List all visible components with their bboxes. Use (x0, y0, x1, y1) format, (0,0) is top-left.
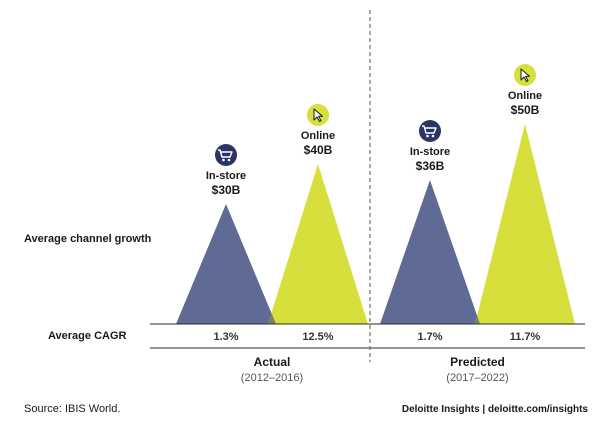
value-label-actual-in-store: $30B (212, 183, 241, 197)
channel-name-predicted-in-store: In-store (410, 146, 450, 158)
period-name-predicted: Predicted (450, 355, 505, 369)
cagr-value-actual-online: 12.5% (302, 331, 333, 343)
triangle-predicted-online (475, 124, 575, 324)
value-label-predicted-in-store: $36B (416, 159, 445, 173)
cursor-pointer-icon (307, 104, 329, 126)
overlap-actual (268, 313, 276, 324)
triangle-predicted-in-store (380, 180, 480, 324)
channel-name-predicted-online: Online (508, 90, 542, 102)
value-label-actual-online: $40B (304, 143, 333, 157)
overlap-predicted (475, 315, 480, 324)
channel-name-actual-online: Online (301, 130, 335, 142)
period-range-predicted: (2017–2022) (446, 372, 508, 384)
shopping-cart-icon (419, 120, 441, 142)
cagr-value-predicted-online: 11.7% (510, 331, 541, 343)
period-range-actual: (2012–2016) (241, 372, 303, 384)
brand-footer: Deloitte Insights | deloitte.com/insight… (402, 404, 589, 415)
source-note: Source: IBIS World. (24, 403, 120, 415)
value-label-predicted-online: $50B (511, 103, 540, 117)
cursor-pointer-icon (514, 64, 536, 86)
cagr-value-actual-in-store: 1.3% (213, 331, 238, 343)
row-label-cagr: Average CAGR (48, 330, 127, 342)
channel-name-actual-in-store: In-store (206, 170, 246, 182)
shopping-cart-icon (215, 144, 237, 166)
cagr-value-predicted-in-store: 1.7% (417, 331, 442, 343)
triangle-actual-online (268, 164, 368, 324)
triangle-actual-in-store (176, 204, 276, 324)
row-label-growth: Average channel growth (24, 233, 152, 245)
period-name-actual: Actual (254, 355, 291, 369)
